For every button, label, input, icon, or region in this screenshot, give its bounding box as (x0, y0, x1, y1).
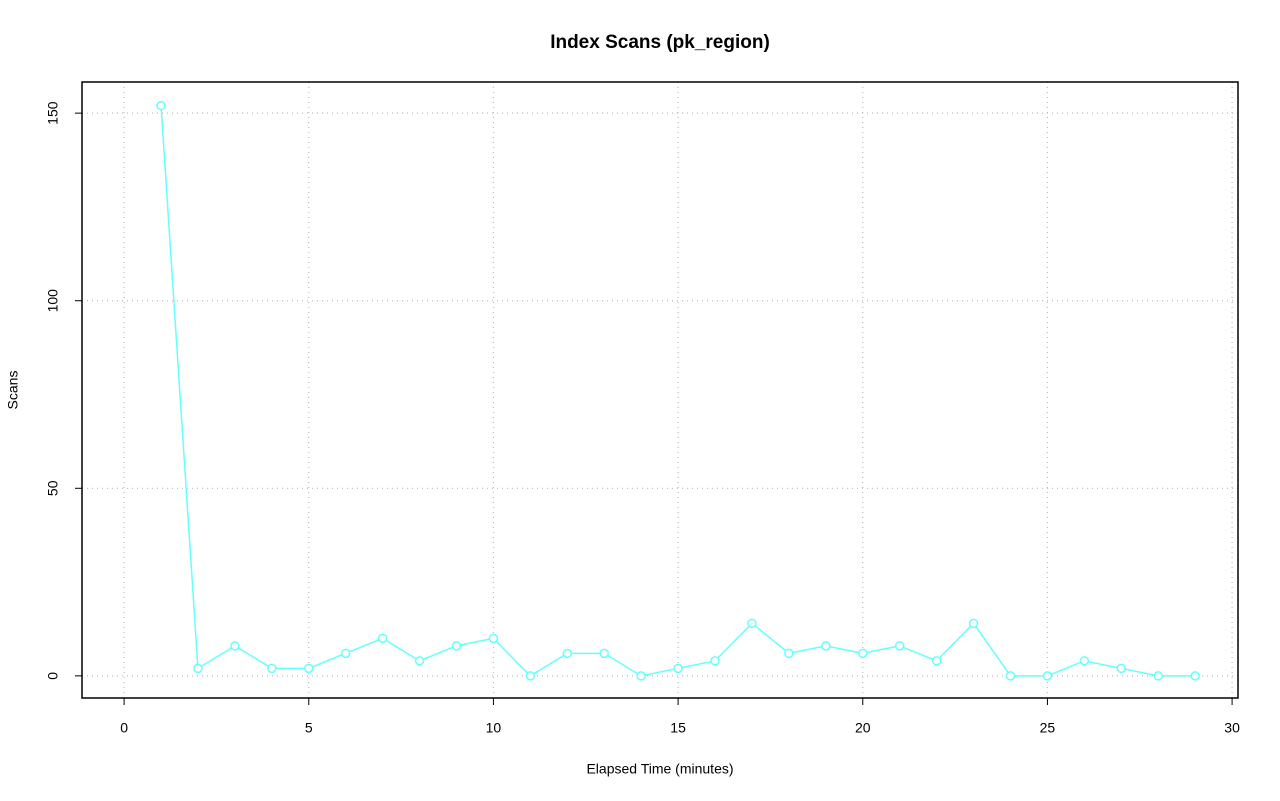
y-tick-label: 150 (45, 101, 61, 125)
point (193, 663, 203, 674)
point (636, 671, 646, 681)
point (1079, 656, 1090, 666)
point (821, 641, 831, 651)
point (968, 618, 979, 629)
point (562, 648, 573, 659)
point (710, 656, 720, 666)
point (156, 100, 166, 111)
y-axis-label: Scans (5, 371, 21, 410)
point (340, 648, 351, 659)
x-tick-label: 0 (120, 720, 128, 736)
point (784, 648, 794, 659)
point (1042, 671, 1053, 681)
point (747, 618, 757, 629)
y-tick-label: 50 (45, 480, 61, 496)
x-tick-label: 20 (855, 720, 871, 736)
point (230, 641, 240, 651)
point (894, 641, 905, 651)
point (1005, 671, 1016, 681)
point (1153, 671, 1163, 681)
point (858, 648, 868, 659)
x-tick-label: 25 (1040, 720, 1056, 736)
point (414, 656, 425, 666)
point (599, 648, 609, 659)
point (267, 663, 277, 674)
x-tick-label: 10 (486, 720, 502, 736)
x-tick-label: 5 (305, 720, 313, 736)
point (451, 641, 462, 651)
point (931, 656, 942, 666)
point (1116, 663, 1127, 674)
y-tick-label: 0 (45, 672, 61, 680)
point (377, 633, 388, 644)
point (304, 663, 314, 674)
plot-frame (81, 81, 1239, 699)
point (525, 671, 536, 681)
x-tick-label: 30 (1224, 720, 1240, 736)
point (488, 633, 499, 644)
y-tick-label: 100 (45, 289, 61, 313)
line (160, 105, 1196, 677)
x-tick-label: 15 (670, 720, 686, 736)
point (673, 663, 683, 674)
chart-title: Index Scans (pk_region) (550, 32, 770, 53)
x-axis-label: Elapsed Time (minutes) (586, 761, 733, 777)
point (1190, 671, 1200, 681)
